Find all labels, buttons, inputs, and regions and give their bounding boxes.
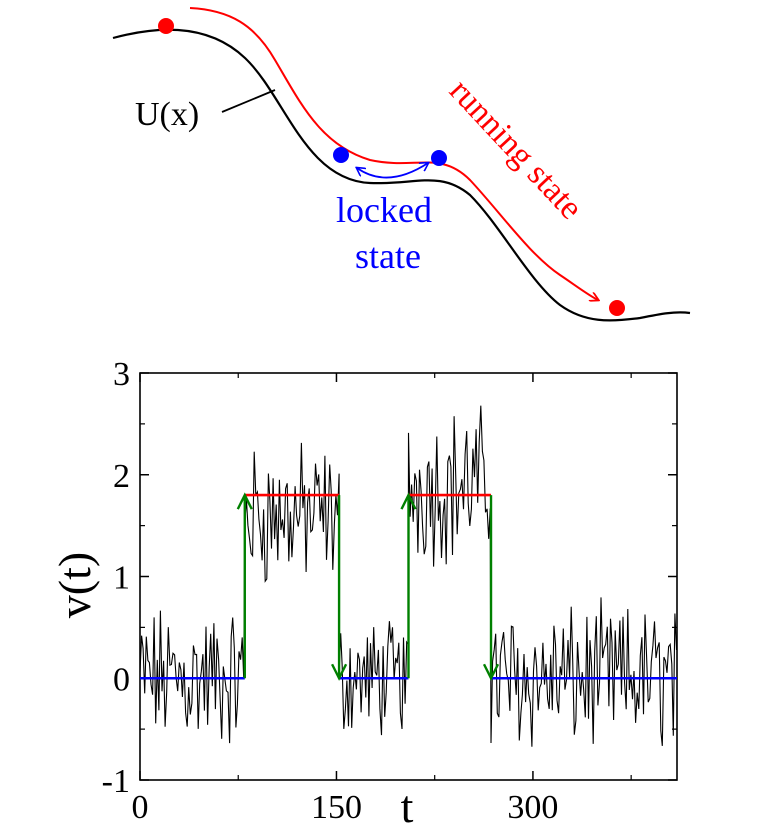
x-axis-label: t bbox=[401, 781, 414, 832]
transition-arrow-head bbox=[400, 492, 417, 510]
chart-series bbox=[139, 405, 678, 747]
potential-diagram: U(x) locked state running state bbox=[112, 7, 691, 322]
axis-ticks bbox=[139, 372, 677, 781]
particle-blue-right bbox=[431, 150, 447, 166]
potential-label: U(x) bbox=[135, 96, 199, 133]
potential-pointer bbox=[221, 89, 276, 113]
transition-arrow-head bbox=[236, 492, 253, 510]
particle-blue-left bbox=[333, 147, 349, 163]
x-tick-label: 300 bbox=[507, 789, 558, 826]
y-tick-label: 3 bbox=[113, 356, 130, 393]
locked-label-line2: state bbox=[355, 236, 421, 276]
y-tick-label: 1 bbox=[113, 560, 130, 597]
y-tick-label: 0 bbox=[113, 661, 130, 698]
potential-curve bbox=[112, 28, 691, 322]
transition-arrow-head bbox=[331, 663, 348, 681]
locked-state-arrow bbox=[357, 163, 428, 179]
y-tick-label: -1 bbox=[102, 763, 130, 800]
running-label: running state bbox=[442, 72, 589, 226]
locked-label-line1: locked bbox=[336, 190, 432, 230]
y-axis-label: v(t) bbox=[49, 552, 100, 618]
particle-red-start bbox=[158, 18, 174, 34]
x-tick-label: 0 bbox=[132, 789, 149, 826]
x-tick-labels: 0 150 300 bbox=[132, 789, 559, 826]
transition-arrow-head bbox=[482, 663, 500, 681]
particle-red-end bbox=[609, 300, 625, 316]
y-tick-label: 2 bbox=[113, 458, 130, 495]
x-tick-label: 150 bbox=[311, 789, 362, 826]
y-tick-labels: -1 0 1 2 3 bbox=[102, 356, 130, 800]
